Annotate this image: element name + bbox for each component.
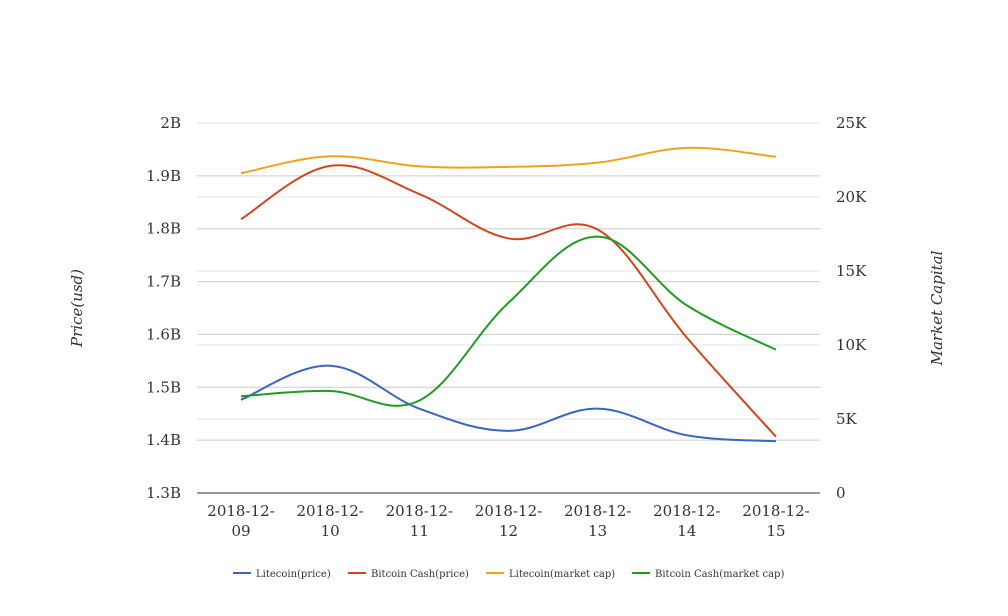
- series-lines: [240, 146, 777, 443]
- x-tick-label-line: 2018-12-: [296, 502, 363, 520]
- right-tick-label: 5K: [836, 410, 858, 428]
- x-tick-label-line: 2018-12-: [475, 502, 542, 520]
- x-tick-label-line: 10: [321, 522, 340, 540]
- series-line-3: [240, 235, 777, 407]
- x-tick-label: 2018-12- 10: [296, 502, 363, 540]
- x-tick-label-line: 2018-12-: [742, 502, 809, 520]
- right-tick-label: 10K: [836, 336, 867, 354]
- x-tick-label-line: 2018-12-: [564, 502, 631, 520]
- x-tick-label-line: 15: [766, 522, 785, 540]
- series-line-1: [240, 164, 777, 438]
- right-tick-label: 15K: [836, 262, 867, 280]
- x-axis: 2018-12- 09 2018-12- 10 2018-12- 11 2018-12- 12…: [207, 502, 809, 540]
- x-tick-label: 2018-12- 15: [742, 502, 809, 540]
- left-tick-label: 1.8B: [146, 220, 181, 238]
- x-tick-label: 2018-12- 09: [207, 502, 274, 540]
- legend-label: Bitcoin Cash(price): [371, 569, 469, 580]
- legend: Litecoin(price) Bitcoin Cash(price) Liteco…: [233, 569, 784, 580]
- series-line-2: [240, 146, 777, 175]
- legend-label: Litecoin(price): [256, 569, 331, 580]
- left-tick-label: 1.3B: [146, 484, 181, 502]
- left-tick-label: 1.6B: [146, 325, 181, 343]
- x-tick-label-line: 2018-12-: [653, 502, 720, 520]
- x-tick-label: 2018-12- 14: [653, 502, 720, 540]
- left-axis-title: Price(usd): [68, 269, 86, 348]
- x-tick-label: 2018-12- 13: [564, 502, 631, 540]
- x-tick-label: 2018-12- 12: [475, 502, 542, 540]
- x-tick-label-line: 11: [410, 522, 429, 540]
- x-tick-label-line: 12: [499, 522, 518, 540]
- legend-label: Litecoin(market cap): [509, 569, 615, 580]
- legend-label: Bitcoin Cash(market cap): [655, 569, 784, 580]
- x-tick-label-line: 2018-12-: [207, 502, 274, 520]
- x-tick-label-line: 14: [677, 522, 696, 540]
- left-tick-label: 2B: [160, 114, 181, 132]
- right-axis: 25K 20K 15K 10K 5K 0: [836, 114, 867, 502]
- x-tick-label: 2018-12- 11: [386, 502, 453, 540]
- left-tick-label: 1.9B: [146, 167, 181, 185]
- left-axis: 2B 1.9B 1.8B 1.7B 1.6B 1.5B 1.4B 1.3B: [146, 114, 181, 502]
- x-tick-label-line: 13: [588, 522, 607, 540]
- left-tick-label: 1.4B: [146, 431, 181, 449]
- right-tick-label: 25K: [836, 114, 867, 132]
- left-tick-label: 1.7B: [146, 273, 181, 291]
- series-line-0: [240, 364, 777, 443]
- left-tick-label: 1.5B: [146, 378, 181, 396]
- x-tick-label-line: 09: [231, 522, 250, 540]
- right-tick-label: 0: [836, 484, 846, 502]
- right-tick-label: 20K: [836, 188, 867, 206]
- right-axis-title: Market Capital: [928, 250, 946, 366]
- x-tick-label-line: 2018-12-: [386, 502, 453, 520]
- grid-lines: [197, 122, 820, 494]
